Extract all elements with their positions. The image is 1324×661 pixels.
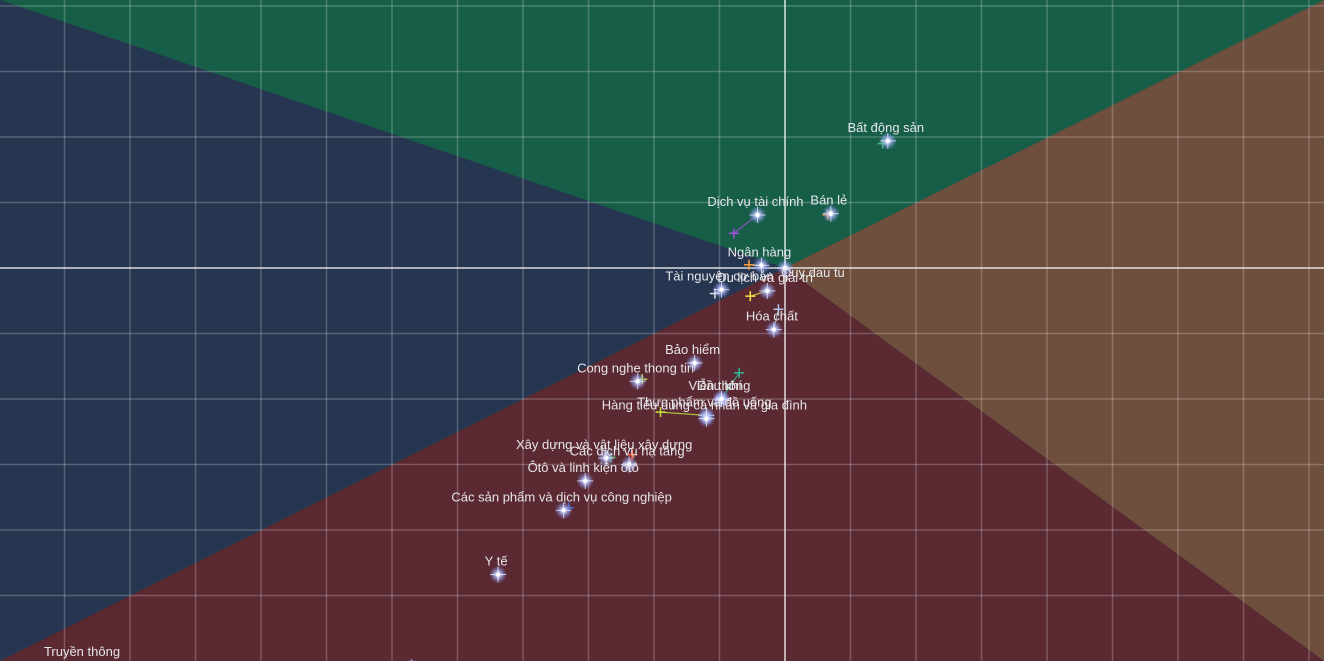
point-label: Cong nghe thong tin xyxy=(577,360,694,375)
point-label: Du lịch và giải trí xyxy=(717,270,813,285)
point-label: Hóa chất xyxy=(746,309,798,324)
point-dot xyxy=(765,288,770,294)
top-quadrant xyxy=(0,0,1324,268)
point-dot xyxy=(828,211,834,216)
point-dot xyxy=(692,360,697,366)
point-label: Bất động sản xyxy=(848,120,925,135)
point-label: Xây dựng và vật liệu xây dựng xyxy=(516,437,692,452)
point-label: Y tế xyxy=(485,554,509,569)
point-label: Viễn thông xyxy=(688,378,750,393)
right-quadrant xyxy=(785,0,1324,661)
point-label: Dịch vụ tài chính xyxy=(707,194,803,209)
point-dot xyxy=(771,327,777,332)
point-dot xyxy=(719,287,724,292)
point-label: Các dịch vụ hạ tầng xyxy=(570,444,685,459)
point-label: Bán lẻ xyxy=(810,193,847,208)
labels: Bất động sản Bán lẻ Dịch vụ tài chính Ngân … xyxy=(44,120,924,659)
point-dot xyxy=(495,572,501,577)
point-label: Hàng tiêu dùng cá nhân và gia đình xyxy=(602,398,807,413)
left-quadrant xyxy=(0,0,785,661)
point-label: Truyền thông xyxy=(44,644,120,659)
points xyxy=(405,131,897,661)
point-dot xyxy=(759,263,764,268)
point-dot xyxy=(583,478,588,484)
point-dot xyxy=(635,379,640,384)
bottom-quadrant xyxy=(0,268,1324,661)
point-label: Bảo hiểm xyxy=(665,342,720,357)
point-dot xyxy=(782,265,788,271)
point-dot xyxy=(704,416,709,421)
point-label: Ngân hàng xyxy=(728,244,792,259)
point-dot xyxy=(885,138,891,144)
point-dot xyxy=(561,508,566,513)
point-label: Tài nguyên cơ bản xyxy=(665,269,773,284)
point-label: Ôtô và linh kiện ôtô xyxy=(528,460,639,475)
point-dot xyxy=(626,462,632,467)
point-label: Quy dau tu xyxy=(781,265,845,280)
point-dot xyxy=(755,212,760,218)
point-dot xyxy=(719,396,724,402)
point-label: Các sản phẩm và dịch vụ công nghiệp xyxy=(451,489,671,504)
point-label: Thực phẩm và đồ uống xyxy=(637,394,771,409)
point-label: Dầu khí xyxy=(697,378,742,393)
point-dot xyxy=(603,455,609,461)
